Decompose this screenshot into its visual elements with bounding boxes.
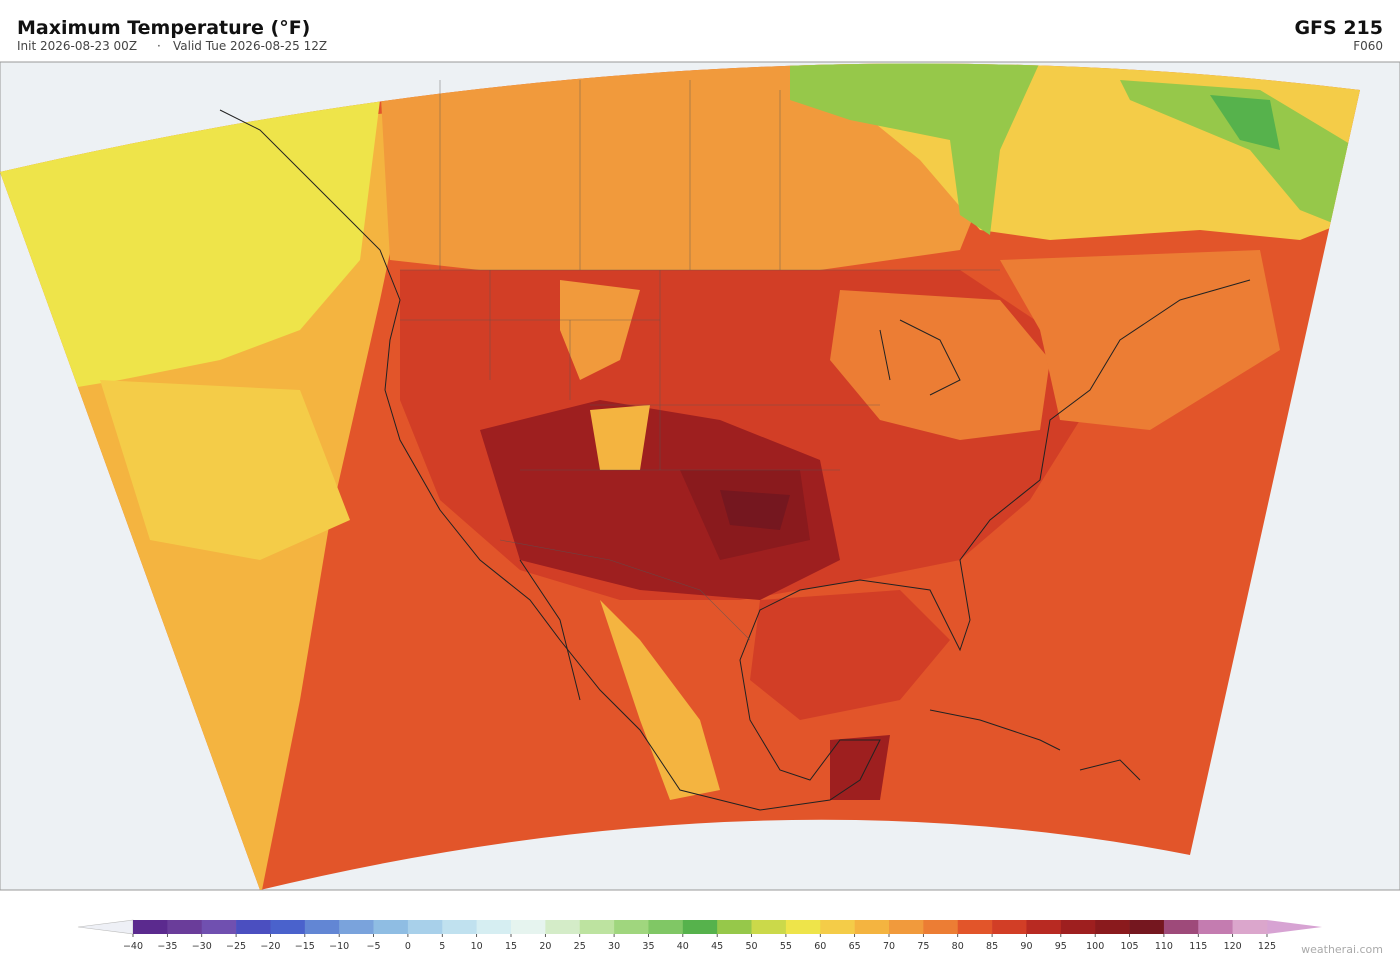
colorbar-tick-label: −10 bbox=[329, 941, 349, 952]
model: GFS 215 bbox=[1294, 17, 1383, 39]
colorbar-tick-label: −5 bbox=[367, 941, 381, 952]
colorbar-over bbox=[1267, 920, 1322, 934]
colorbar-bin bbox=[1026, 920, 1062, 934]
colorbar-bin bbox=[442, 920, 477, 934]
colorbar-bin bbox=[1095, 920, 1130, 934]
colorbar-tick-label: 5 bbox=[439, 941, 445, 952]
colorbar-bin bbox=[854, 920, 890, 934]
colorbar-tick-label: 55 bbox=[780, 941, 792, 952]
colorbar-bin bbox=[957, 920, 993, 934]
colorbar-bin bbox=[236, 920, 271, 934]
colorbar-bin bbox=[476, 920, 512, 934]
colorbar-bin bbox=[717, 920, 752, 934]
colorbar-tick-label: 50 bbox=[745, 941, 757, 952]
valid-time: Valid Tue 2026-08-25 12Z bbox=[173, 39, 327, 53]
colorbar-tick-label: 75 bbox=[917, 941, 929, 952]
colorbar-tick-label: 90 bbox=[1020, 941, 1032, 952]
forecast-hour: F060 bbox=[1353, 39, 1383, 53]
colorbar-bin bbox=[133, 920, 168, 934]
colorbar-tick-label: −25 bbox=[226, 941, 246, 952]
colorbar-bin bbox=[373, 920, 409, 934]
colorbar-tick-label: 120 bbox=[1224, 941, 1242, 952]
colorbar-tick-label: 80 bbox=[952, 941, 964, 952]
colorbar-tick-label: 35 bbox=[642, 941, 654, 952]
colorbar-bin bbox=[1163, 920, 1199, 934]
colorbar-tick-label: 95 bbox=[1055, 941, 1067, 952]
colorbar-bin bbox=[545, 920, 581, 934]
colorbar-bin bbox=[682, 920, 718, 934]
colorbar-tick-label: 0 bbox=[405, 941, 411, 952]
colorbar-bin bbox=[820, 920, 855, 934]
map bbox=[0, 61, 1400, 891]
colorbar-tick-label: −15 bbox=[295, 941, 315, 952]
colorbar-bin bbox=[923, 920, 959, 934]
colorbar-tick-label: 15 bbox=[505, 941, 517, 952]
colorbar-bin bbox=[579, 920, 615, 934]
colorbar-tick-label: 115 bbox=[1189, 941, 1207, 952]
colorbar-bin bbox=[785, 920, 821, 934]
colorbar-tick-label: 65 bbox=[849, 941, 861, 952]
colorbar-tick-label: 85 bbox=[986, 941, 998, 952]
colorbar-tick-label: 100 bbox=[1086, 941, 1104, 952]
coastlines bbox=[219, 109, 1251, 811]
colorbar-tick-label: 125 bbox=[1258, 941, 1276, 952]
borders bbox=[400, 80, 1000, 641]
colorbar-tick-label: 70 bbox=[883, 941, 895, 952]
colorbar-tick-label: −30 bbox=[192, 941, 212, 952]
colorbar-bin bbox=[992, 920, 1027, 934]
colorbar-bin bbox=[167, 920, 203, 934]
colorbar-under bbox=[77, 919, 134, 935]
colorbar-bin bbox=[648, 920, 684, 934]
colorbar-tick-label: −20 bbox=[260, 941, 280, 952]
colorbar-tick-label: −35 bbox=[157, 941, 177, 952]
colorbar-tick-label: 30 bbox=[608, 941, 620, 952]
colorbar-bin bbox=[270, 920, 306, 934]
colorbar-bin bbox=[511, 920, 546, 934]
colorbar-tick-label: 40 bbox=[677, 941, 689, 952]
colorbar-bin bbox=[1060, 920, 1096, 934]
colorbar-bin bbox=[1129, 920, 1165, 934]
colorbar-tick-label: −40 bbox=[123, 941, 143, 952]
colorbar-tick-label: 110 bbox=[1155, 941, 1173, 952]
colorbar-bin bbox=[201, 920, 237, 934]
colorbar-bin bbox=[614, 920, 649, 934]
colorbar-bin bbox=[339, 920, 374, 934]
colorbar-tick-label: 45 bbox=[711, 941, 723, 952]
colorbar-bin bbox=[304, 920, 340, 934]
colorbar-tick-label: 105 bbox=[1120, 941, 1138, 952]
colorbar-bin bbox=[889, 920, 924, 934]
title: Maximum Temperature (°F) bbox=[17, 17, 310, 39]
colorbar-tick-label: 25 bbox=[574, 941, 586, 952]
credit: weatherai.com bbox=[1301, 943, 1383, 956]
colorbar-bin bbox=[751, 920, 787, 934]
colorbar-bin bbox=[407, 920, 443, 934]
colorbar-tick-label: 20 bbox=[539, 941, 551, 952]
colorbar-bin bbox=[1198, 920, 1233, 934]
colorbar: −40 −35 −30 −25 −20 −15 −10 −5 0 5 10 15 20 25 30 35 40 4… bbox=[77, 919, 1322, 952]
init-time: Init 2026-08-23 00Z bbox=[17, 39, 137, 53]
colorbar-tick-label: 60 bbox=[814, 941, 826, 952]
colorbar-bin bbox=[1232, 920, 1268, 934]
separator: · bbox=[157, 39, 161, 53]
colorbar-tick-label: 10 bbox=[471, 941, 483, 952]
temperature-field bbox=[0, 63, 1360, 891]
